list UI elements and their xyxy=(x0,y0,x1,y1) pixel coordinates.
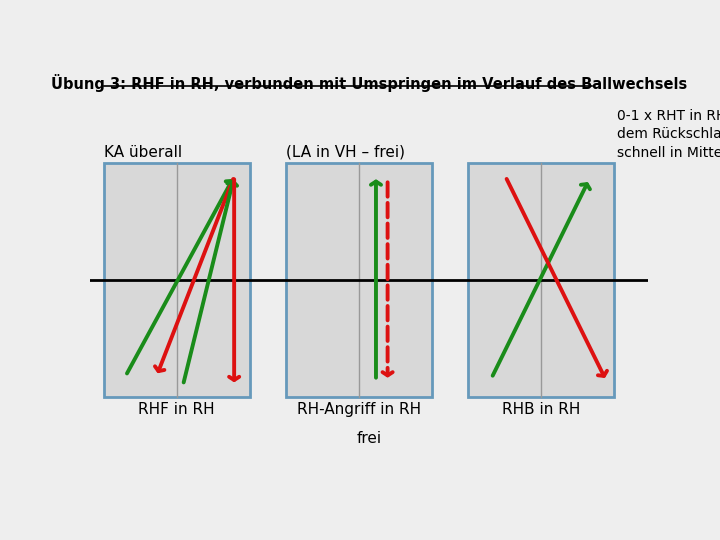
Text: (LA in VH – frei): (LA in VH – frei) xyxy=(286,145,405,159)
Text: KA überall: KA überall xyxy=(104,145,182,159)
Bar xyxy=(286,163,432,397)
Text: RHF in RH: RHF in RH xyxy=(138,402,215,417)
Text: RH-Angriff in RH: RH-Angriff in RH xyxy=(297,402,421,417)
Text: Übung 3: RHF in RH, verbunden mit Umspringen im Verlauf des Ballwechsels: Übung 3: RHF in RH, verbunden mit Umspri… xyxy=(51,74,687,92)
Text: frei: frei xyxy=(356,431,382,445)
Bar xyxy=(104,163,250,397)
Text: 0-1 x RHT in RH, nach
dem Rückschlag VHT
schnell in Mitte: 0-1 x RHT in RH, nach dem Rückschlag VHT… xyxy=(617,109,720,159)
Text: RHB in RH: RHB in RH xyxy=(502,402,580,417)
Bar xyxy=(468,163,614,397)
